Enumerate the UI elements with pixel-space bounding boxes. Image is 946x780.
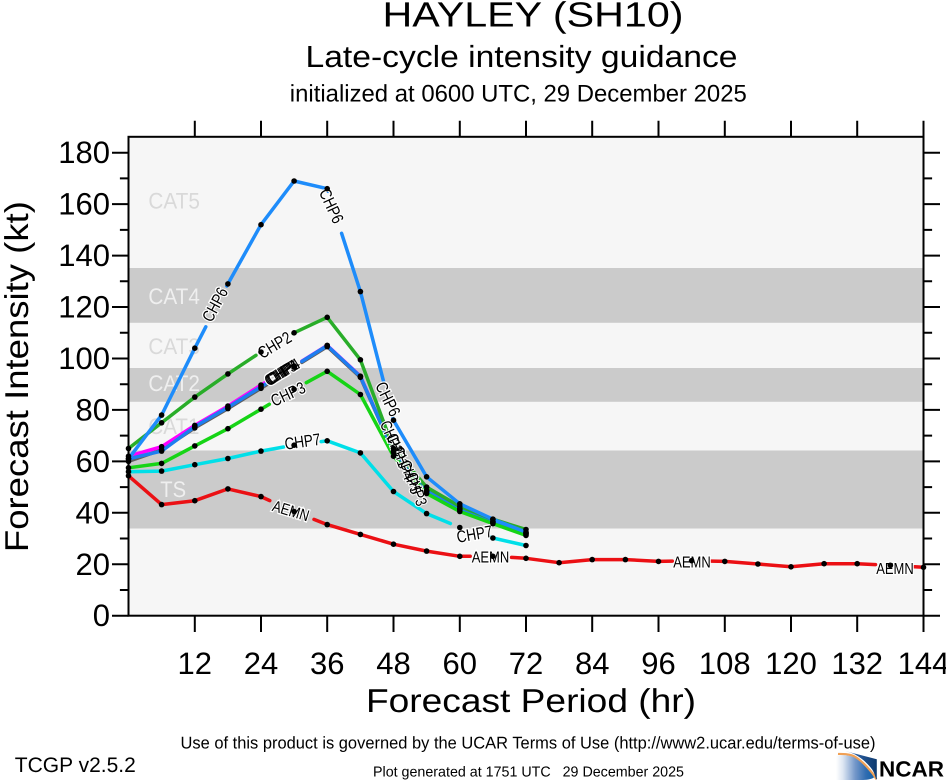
svg-text:48: 48	[376, 646, 410, 681]
svg-text:20: 20	[76, 547, 110, 582]
svg-text:60: 60	[76, 444, 110, 479]
svg-text:24: 24	[244, 646, 278, 681]
svg-text:AEMN: AEMN	[876, 561, 914, 578]
svg-text:Forecast Intensity (kt): Forecast Intensity (kt)	[0, 201, 35, 552]
svg-text:HAYLEY (SH10): HAYLEY (SH10)	[383, 0, 684, 35]
svg-text:TS: TS	[160, 477, 186, 502]
svg-text:84: 84	[575, 646, 609, 681]
svg-text:initialized at 0600 UTC, 29 De: initialized at 0600 UTC, 29 December 202…	[290, 81, 747, 108]
svg-text:120: 120	[58, 290, 110, 325]
svg-text:180: 180	[58, 135, 110, 170]
svg-text:CAT5: CAT5	[148, 189, 200, 214]
svg-text:NCAR: NCAR	[879, 756, 944, 780]
svg-text:160: 160	[58, 187, 110, 222]
svg-text:12: 12	[178, 646, 212, 681]
svg-text:132: 132	[831, 646, 883, 681]
svg-text:80: 80	[76, 392, 110, 427]
svg-text:72: 72	[509, 646, 543, 681]
svg-text:CAT4: CAT4	[148, 284, 200, 309]
svg-text:140: 140	[58, 238, 110, 273]
svg-text:36: 36	[310, 646, 344, 681]
svg-text:Late-cycle intensity guidance: Late-cycle intensity guidance	[306, 40, 738, 74]
svg-text:120: 120	[765, 646, 817, 681]
svg-text:TCGP v2.5.2: TCGP v2.5.2	[15, 754, 136, 777]
svg-text:100: 100	[58, 341, 110, 376]
svg-text:AEMN: AEMN	[472, 549, 510, 566]
svg-text:Plot generated at 1751 UTC 2: Plot generated at 1751 UTC 29 December 2…	[373, 764, 684, 780]
svg-text:108: 108	[699, 646, 751, 681]
svg-text:96: 96	[641, 646, 675, 681]
svg-text:Forecast Period (hr): Forecast Period (hr)	[366, 682, 696, 719]
svg-text:40: 40	[76, 495, 110, 530]
svg-text:Use of this product is governe: Use of this product is governed by the U…	[181, 734, 876, 753]
svg-text:144: 144	[898, 646, 946, 681]
svg-text:60: 60	[443, 646, 477, 681]
svg-text:0: 0	[93, 598, 110, 633]
